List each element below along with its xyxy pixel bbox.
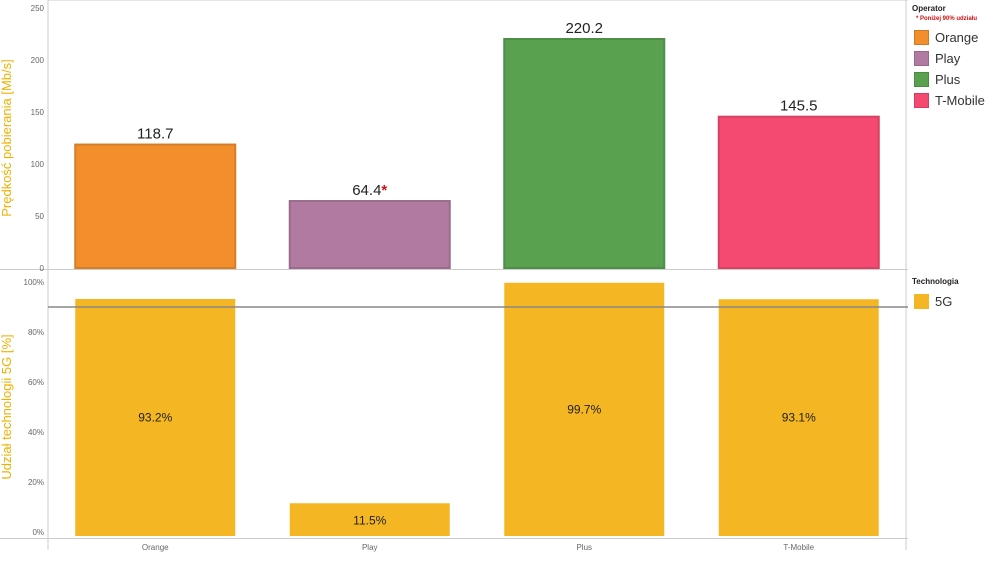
legend-label: T-Mobile [935, 92, 985, 108]
bottom-y-tick-label: 60% [28, 378, 44, 387]
legend-title-operator: Operator [912, 4, 946, 13]
below-threshold-marker: * [381, 182, 387, 199]
bottom-y-tick-label: 40% [28, 428, 44, 437]
x-tick-label: Plus [576, 543, 592, 552]
legend-label: Orange [935, 29, 979, 45]
bottom-value-label: 99.7% [567, 402, 601, 416]
legend-swatch [914, 92, 929, 108]
legend-panel: Operator * Poniżej 90% udziału Orange Pla… [908, 0, 1000, 563]
bottom-bar-t-mobile [718, 299, 879, 536]
bottom-bar-plus [504, 282, 665, 536]
legend-note: * Poniżej 90% udziału [916, 16, 978, 22]
top-value-label: 64.4* [352, 182, 387, 199]
legend-item: Plus [914, 70, 960, 88]
chart-area: 0 50 100 150 200 250 Prędkość pobierania [Mb/s… [0, 0, 908, 552]
bottom-y-tick-label: 80% [28, 328, 44, 337]
top-y-tick-label: 150 [31, 108, 45, 117]
x-tick-label: Play [362, 543, 378, 552]
top-bar-play [288, 200, 451, 269]
top-bar-t-mobile [717, 115, 880, 270]
bottom-value-label: 93.2% [138, 411, 172, 425]
bottom-y-axis-title: Udział technologii 5G [%] [0, 334, 14, 479]
legend-swatch [914, 50, 929, 66]
legend-swatch [914, 293, 929, 309]
top-bar-orange [74, 143, 237, 269]
bottom-y-tick-label: 0% [32, 528, 44, 537]
top-value-label: 220.2 [565, 20, 603, 37]
top-bar-plus [503, 37, 666, 269]
bottom-y-tick-label: 100% [24, 278, 44, 287]
legend-label: 5G [935, 293, 953, 309]
top-y-axis-title: Prędkość pobierania [Mb/s] [0, 59, 14, 217]
top-value-label: 145.5 [780, 98, 818, 115]
bottom-y-tick-label: 20% [28, 478, 44, 487]
legend-item: 5G [914, 292, 952, 310]
top-y-tick-label: 250 [31, 4, 45, 13]
top-y-tick-label: 200 [31, 56, 45, 65]
x-tick-label: T-Mobile [783, 543, 814, 552]
legend-item: Orange [914, 28, 978, 46]
legend-label: Play [935, 50, 961, 66]
legend-swatch [914, 29, 929, 45]
legend-swatch [914, 71, 929, 87]
legend-item: T-Mobile [914, 91, 985, 109]
top-value-label: 118.7 [137, 126, 173, 143]
legend-label: Plus [935, 71, 961, 87]
top-y-tick-label: 0 [40, 264, 45, 273]
legend-item: Play [914, 49, 960, 67]
legend-title-technologia: Technologia [912, 277, 959, 286]
bottom-value-label: 11.5% [353, 514, 386, 528]
top-y-tick-label: 100 [31, 160, 45, 169]
bottom-bar-orange [75, 299, 236, 536]
bottom-value-label: 93.1% [782, 411, 816, 425]
bottom-bar-play [289, 503, 450, 536]
top-y-tick-label: 50 [35, 212, 44, 221]
x-tick-label: Orange [142, 543, 169, 552]
